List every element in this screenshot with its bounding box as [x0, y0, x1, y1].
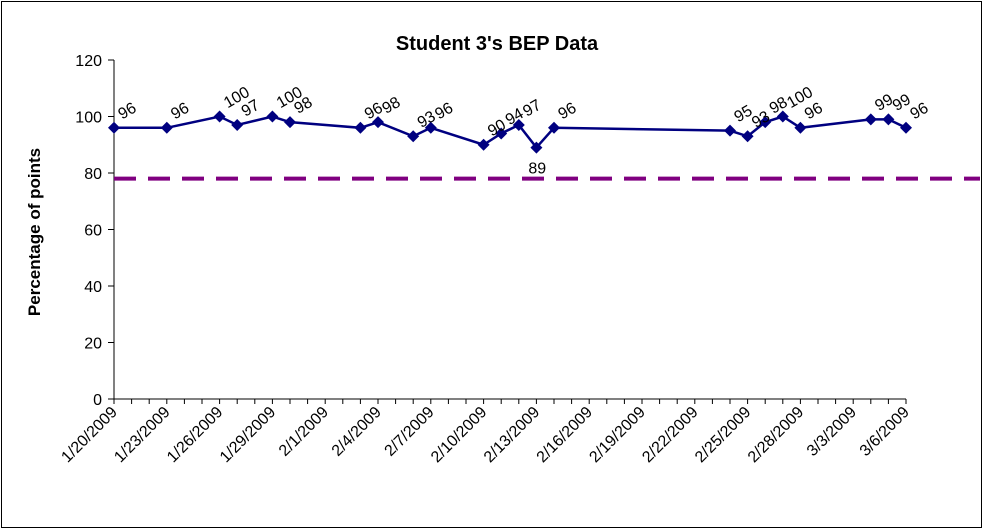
data-label: 94 — [503, 105, 527, 129]
data-point — [495, 127, 508, 140]
y-tick-label: 80 — [84, 166, 102, 183]
x-tick-label: 3/3/2009 — [804, 404, 860, 460]
data-label: 96 — [556, 100, 580, 124]
data-point — [108, 121, 120, 134]
x-tick-label: 3/6/2009 — [857, 404, 913, 460]
data-point — [266, 110, 279, 123]
data-point — [864, 113, 877, 126]
y-tick-label: 120 — [75, 53, 102, 70]
data-point — [213, 110, 226, 123]
x-tick-label: 2/16/2009 — [534, 404, 596, 466]
x-tick-label: 2/19/2009 — [586, 404, 648, 466]
data-point — [407, 130, 420, 143]
data-point — [160, 121, 173, 134]
data-point — [724, 124, 736, 137]
y-axis-label: Percentage of points — [25, 148, 44, 316]
data-label: 99 — [890, 91, 914, 115]
data-label: 95 — [732, 102, 756, 126]
data-point — [354, 121, 367, 134]
data-point — [900, 121, 912, 134]
data-point — [477, 138, 490, 151]
data-point — [794, 121, 807, 134]
data-label: 98 — [380, 94, 404, 118]
data-label: 96 — [362, 100, 386, 124]
data-point — [741, 130, 754, 143]
x-tick-label: 1/20/2009 — [58, 404, 120, 466]
data-point — [372, 116, 384, 129]
data-label: 97 — [520, 97, 544, 121]
data-point — [284, 116, 296, 129]
data-point — [424, 121, 437, 134]
x-tick-label: 2/10/2009 — [428, 404, 490, 466]
data-point — [231, 118, 244, 131]
y-tick-label: 40 — [84, 279, 102, 296]
data-label: 93 — [415, 108, 439, 132]
x-tick-label: 1/23/2009 — [111, 404, 173, 466]
data-point — [530, 141, 543, 154]
x-tick-label: 1/29/2009 — [217, 404, 279, 466]
data-label: 96 — [116, 100, 140, 124]
y-tick-label: 20 — [84, 336, 102, 353]
data-label: 96 — [168, 100, 192, 124]
data-label: 96 — [908, 100, 932, 124]
data-point — [759, 116, 772, 129]
y-tick-label: 0 — [93, 392, 102, 409]
data-point — [882, 113, 895, 126]
x-tick-label: 2/22/2009 — [639, 404, 701, 466]
data-label: 89 — [528, 161, 546, 178]
x-tick-label: 2/13/2009 — [481, 404, 543, 466]
data-label: 98 — [767, 94, 791, 118]
data-label: 90 — [485, 117, 509, 141]
data-label: 93 — [749, 108, 773, 132]
y-tick-label: 100 — [75, 110, 102, 127]
x-tick-label: 2/4/2009 — [329, 404, 385, 460]
data-label: 97 — [239, 97, 263, 121]
data-label: 98 — [292, 94, 316, 118]
data-point — [548, 121, 560, 134]
x-tick-label: 2/7/2009 — [382, 404, 438, 460]
data-point — [512, 118, 525, 131]
data-point — [776, 110, 789, 123]
y-tick-label: 60 — [84, 223, 102, 240]
x-tick-label: 1/26/2009 — [164, 404, 226, 466]
data-label: 96 — [432, 100, 456, 124]
chart-title: Student 3's BEP Data — [396, 33, 599, 55]
data-series — [108, 110, 912, 154]
data-label: 99 — [872, 91, 896, 115]
data-label: 96 — [802, 100, 826, 124]
x-tick-label: 2/25/2009 — [692, 404, 754, 466]
x-tick-label: 2/28/2009 — [745, 404, 807, 466]
x-tick-label: 2/1/2009 — [276, 404, 332, 460]
